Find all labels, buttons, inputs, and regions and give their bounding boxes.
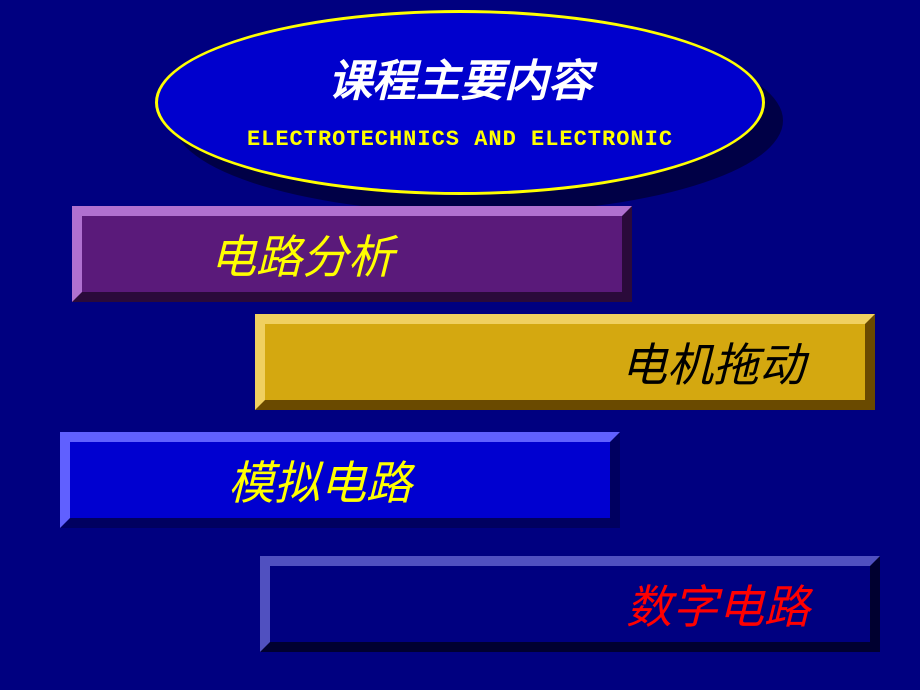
header-ellipse: 课程主要内容 ELECTROTECHNICS AND ELECTRONIC <box>155 10 765 195</box>
box-motor-drive: 电机拖动 <box>255 314 875 410</box>
header-title: 课程主要内容 <box>328 45 592 109</box>
header-subtitle: ELECTROTECHNICS AND ELECTRONIC <box>247 127 673 152</box>
box-label-digital-circuit: 数字电路 <box>626 571 810 637</box>
box-digital-circuit: 数字电路 <box>260 556 880 652</box>
box-label-circuit-analysis: 电路分析 <box>210 221 394 287</box>
box-circuit-analysis: 电路分析 <box>72 206 632 302</box>
box-analog-circuit: 模拟电路 <box>60 432 620 528</box>
box-label-motor-drive: 电机拖动 <box>621 329 805 395</box>
box-label-analog-circuit: 模拟电路 <box>228 447 412 513</box>
